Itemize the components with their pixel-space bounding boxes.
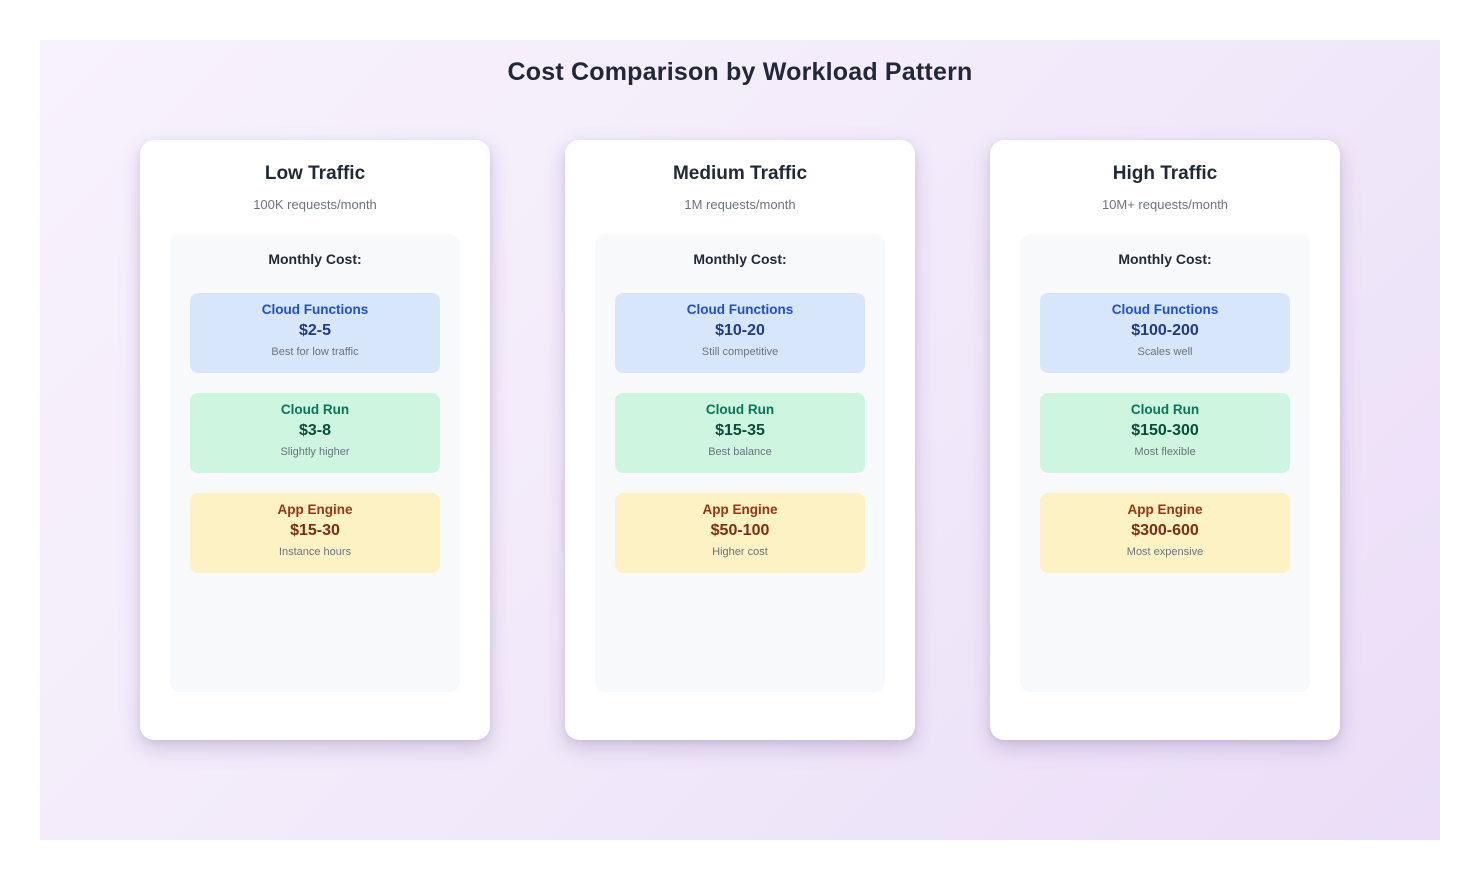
- service-name: App Engine: [277, 502, 353, 517]
- service-price: $3-8: [298, 422, 332, 439]
- service-name: App Engine: [1127, 502, 1203, 517]
- cost-comparison-panel: Cost Comparison by Workload Pattern Low …: [40, 40, 1440, 840]
- card-high-traffic: High Traffic 10M+ requests/month Monthly…: [990, 140, 1340, 740]
- service-name: Cloud Functions: [686, 302, 794, 317]
- service-name: Cloud Functions: [1111, 302, 1219, 317]
- traffic-cards-container: Low Traffic 100K requests/month Monthly …: [140, 140, 1340, 740]
- option-app-engine: App Engine $15-30 Instance hours: [190, 493, 440, 573]
- card-medium-traffic: Medium Traffic 1M requests/month Monthly…: [565, 140, 915, 740]
- service-name: Cloud Run: [280, 402, 350, 417]
- card-subtitle: 10M+ requests/month: [1101, 197, 1229, 212]
- service-price: $2-5: [298, 322, 332, 339]
- option-cloud-run: Cloud Run $3-8 Slightly higher: [190, 393, 440, 473]
- service-price: $10-20: [715, 322, 765, 339]
- service-note: Most flexible: [1134, 446, 1196, 458]
- service-price: $15-30: [290, 522, 340, 539]
- service-note: Scales well: [1137, 346, 1193, 358]
- page-title: Cost Comparison by Workload Pattern: [507, 58, 973, 86]
- option-cloud-run: Cloud Run $15-35 Best balance: [615, 393, 865, 473]
- service-name: Cloud Run: [705, 402, 775, 417]
- service-note: Best for low traffic: [271, 346, 359, 358]
- service-name: Cloud Functions: [261, 302, 369, 317]
- card-title: Low Traffic: [264, 163, 366, 184]
- monthly-cost-box: Monthly Cost: Cloud Functions $100-200 S…: [1020, 234, 1310, 692]
- card-title: Medium Traffic: [672, 163, 808, 184]
- monthly-cost-label: Monthly Cost:: [1118, 251, 1212, 267]
- option-cloud-functions: Cloud Functions $2-5 Best for low traffi…: [190, 293, 440, 373]
- monthly-cost-label: Monthly Cost:: [268, 251, 362, 267]
- service-note: Best balance: [708, 446, 772, 458]
- monthly-cost-box: Monthly Cost: Cloud Functions $2-5 Best …: [170, 234, 460, 692]
- option-cloud-functions: Cloud Functions $100-200 Scales well: [1040, 293, 1290, 373]
- card-subtitle: 100K requests/month: [253, 197, 377, 212]
- option-cloud-run: Cloud Run $150-300 Most flexible: [1040, 393, 1290, 473]
- option-app-engine: App Engine $300-600 Most expensive: [1040, 493, 1290, 573]
- service-note: Most expensive: [1126, 546, 1204, 558]
- service-price: $15-35: [715, 422, 765, 439]
- service-note: Instance hours: [278, 546, 352, 558]
- service-price: $50-100: [710, 522, 770, 539]
- service-note: Higher cost: [712, 546, 768, 558]
- monthly-cost-box: Monthly Cost: Cloud Functions $10-20 Sti…: [595, 234, 885, 692]
- card-low-traffic: Low Traffic 100K requests/month Monthly …: [140, 140, 490, 740]
- service-name: Cloud Run: [1130, 402, 1200, 417]
- monthly-cost-label: Monthly Cost:: [693, 251, 787, 267]
- service-price: $100-200: [1131, 322, 1199, 339]
- service-name: App Engine: [702, 502, 778, 517]
- service-note: Still competitive: [701, 346, 779, 358]
- option-cloud-functions: Cloud Functions $10-20 Still competitive: [615, 293, 865, 373]
- card-subtitle: 1M requests/month: [684, 197, 796, 212]
- service-note: Slightly higher: [280, 446, 350, 458]
- card-title: High Traffic: [1112, 163, 1218, 184]
- service-price: $150-300: [1131, 422, 1199, 439]
- service-price: $300-600: [1131, 522, 1199, 539]
- option-app-engine: App Engine $50-100 Higher cost: [615, 493, 865, 573]
